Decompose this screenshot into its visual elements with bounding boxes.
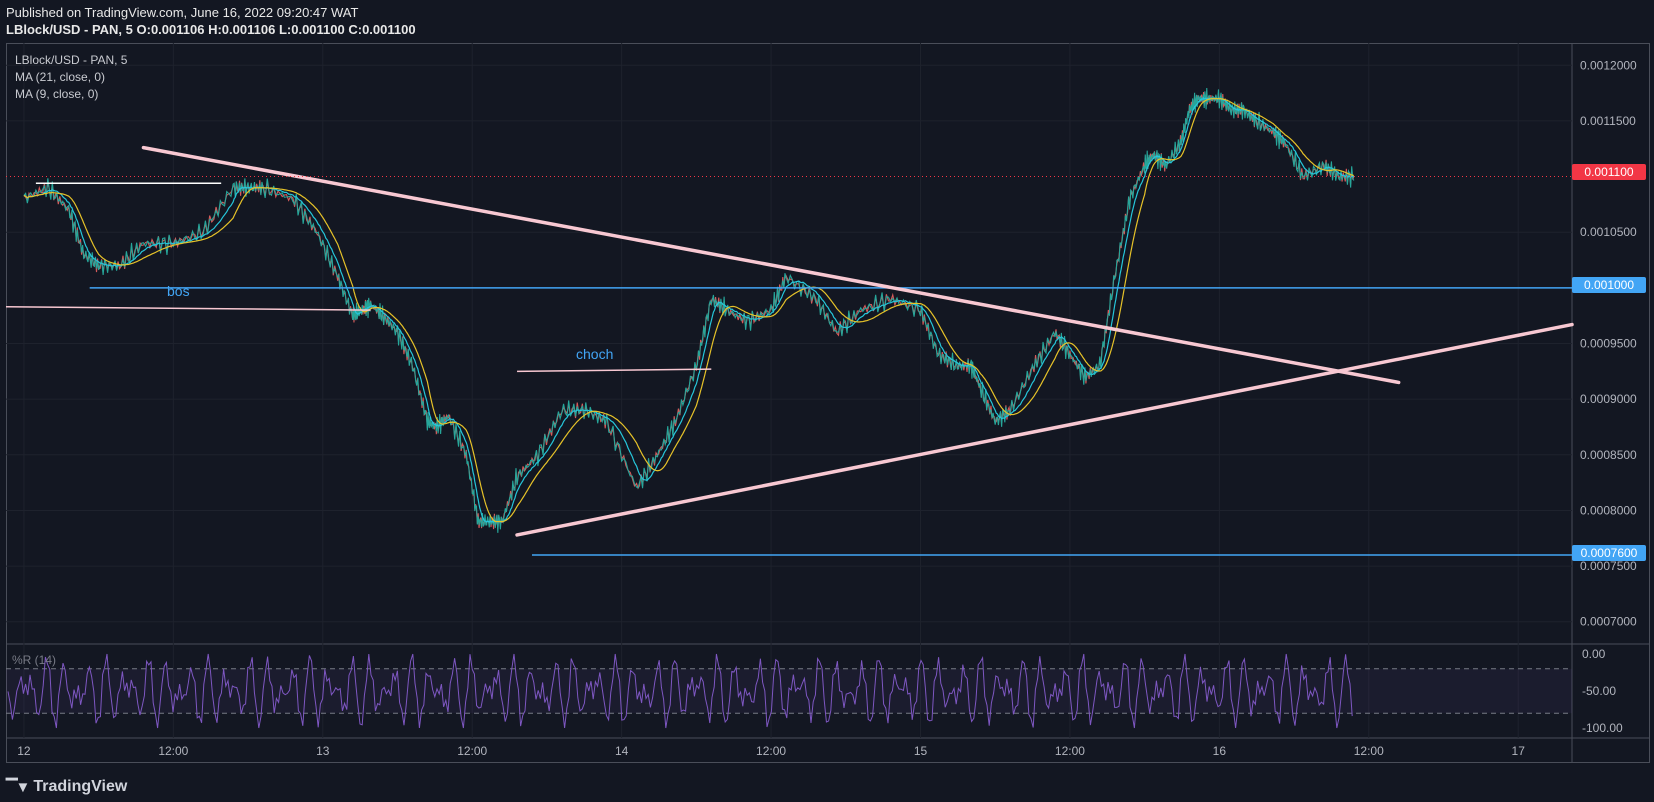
ma-9-line (23, 96, 1355, 524)
last-price-badge: 0.001100 (1572, 164, 1646, 180)
legend-ma-21[interactable]: MA (21, close, 0) (15, 70, 106, 84)
ohlc-line: LBlock/USD - PAN, 5 O:0.001106 H:0.00110… (6, 21, 416, 38)
trendline-ascending (515, 322, 1574, 537)
y-tick-label: 0.0007000 (1580, 615, 1637, 629)
x-tick-label: 12 (17, 744, 31, 758)
bos-label: bos (167, 283, 190, 299)
y-tick-label: 0.0011500 (1580, 114, 1636, 128)
chart-frame[interactable] (6, 43, 1650, 763)
structure-line-2 (5, 306, 371, 311)
williams-r-legend[interactable]: %R (14) (12, 653, 57, 667)
chart-header: Published on TradingView.com, June 16, 2… (6, 4, 416, 38)
x-tick-label: 17 (1512, 744, 1526, 758)
choch-label: choch (576, 346, 614, 362)
low-value: L:0.001100 (278, 22, 345, 37)
level-badge-1: 0.001000 (1572, 277, 1646, 293)
y-tick-label: 0.0009000 (1580, 392, 1637, 406)
y-tick-label: 0.0008000 (1580, 503, 1637, 517)
oscillator-tick-label: -50.00 (1582, 684, 1616, 698)
williams-r-line (7, 653, 1353, 729)
open-value: O:0.001106 (136, 22, 205, 37)
x-tick-label: 12:00 (756, 744, 786, 758)
chart-legend: LBlock/USD - PAN, 5 MA (21, close, 0) MA… (15, 52, 127, 103)
close-value: C:0.001100 (348, 22, 416, 37)
x-tick-label: 13 (316, 744, 330, 758)
oscillator-tick-label: -100.00 (1582, 721, 1623, 735)
y-tick-label: 0.0007500 (1580, 559, 1637, 573)
published-text: Published on TradingView.com, June 16, 2… (6, 5, 359, 20)
legend-symbol[interactable]: LBlock/USD - PAN, 5 (15, 53, 128, 67)
y-tick-label: 0.0012000 (1580, 58, 1637, 72)
x-tick-label: 14 (615, 744, 629, 758)
tradingview-logo-icon: ▔▼ (6, 779, 30, 796)
high-value: H:0.001106 (208, 22, 276, 37)
trendline-descending (141, 145, 1401, 385)
x-tick-label: 12:00 (158, 744, 188, 758)
price-series-up (23, 87, 1355, 533)
x-tick-label: 12:00 (1354, 744, 1384, 758)
x-tick-label: 16 (1213, 744, 1227, 758)
tradingview-brand[interactable]: ▔▼ TradingView (6, 778, 127, 796)
oscillator-tick-label: 0.00 (1582, 647, 1606, 661)
level-badge-2: 0.0007600 (1572, 545, 1646, 561)
legend-ma-9[interactable]: MA (9, close, 0) (15, 87, 99, 101)
symbol-line: LBlock/USD - PAN, 5 (6, 22, 133, 37)
structure-line-3 (517, 368, 712, 373)
y-tick-label: 0.0009500 (1580, 337, 1637, 351)
ma-21-line (23, 97, 1354, 523)
x-tick-label: 15 (914, 744, 928, 758)
x-tick-label: 12:00 (457, 744, 487, 758)
brand-name: TradingView (33, 778, 128, 795)
y-tick-label: 0.0010500 (1580, 225, 1637, 239)
x-tick-label: 12:00 (1055, 744, 1085, 758)
y-tick-label: 0.0008500 (1580, 448, 1637, 462)
